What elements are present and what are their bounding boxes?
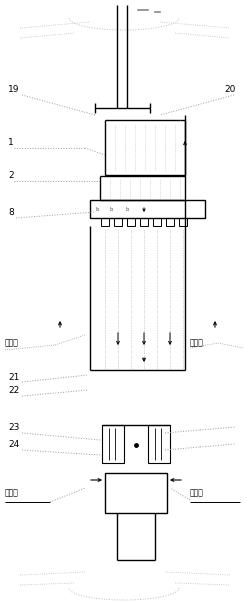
Text: 采出液: 采出液 — [5, 488, 19, 497]
Bar — [140, 218, 148, 226]
Bar — [114, 218, 122, 226]
Bar — [127, 218, 135, 226]
Text: b: b — [110, 207, 114, 212]
Text: 22: 22 — [8, 386, 19, 395]
Text: b: b — [95, 207, 98, 212]
Bar — [179, 218, 187, 226]
Text: 21: 21 — [8, 373, 19, 382]
Text: 注入水: 注入水 — [190, 488, 204, 497]
Text: 20: 20 — [224, 85, 235, 94]
Text: 8: 8 — [8, 208, 14, 217]
Bar — [105, 473, 167, 513]
Bar — [90, 200, 205, 218]
Text: 1: 1 — [8, 138, 14, 147]
Bar — [101, 218, 109, 226]
Text: 24: 24 — [8, 440, 19, 449]
Bar — [148, 425, 170, 463]
Text: 23: 23 — [8, 423, 19, 432]
Text: b: b — [125, 207, 128, 212]
Text: 19: 19 — [8, 85, 20, 94]
Text: 采油液: 采油液 — [5, 338, 19, 347]
Bar — [166, 218, 174, 226]
Text: 油田水: 油田水 — [190, 338, 204, 347]
Text: 2: 2 — [8, 171, 14, 180]
Bar — [102, 425, 124, 463]
Bar — [153, 218, 161, 226]
